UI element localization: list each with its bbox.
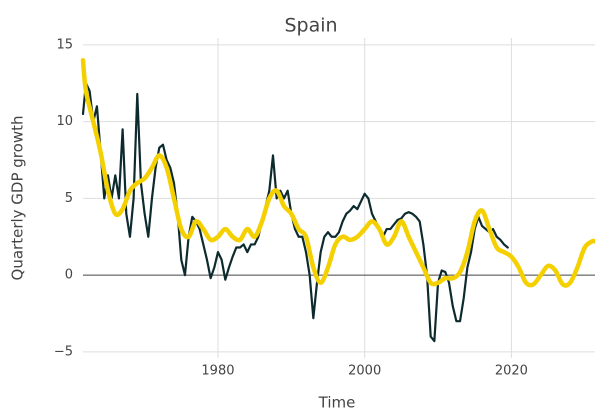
y-tick-label: 10: [56, 114, 73, 129]
x-tick-label: 2020: [495, 364, 528, 379]
chart-title: Spain: [284, 15, 337, 37]
y-axis-label: Quarterly GDP growth: [9, 116, 27, 281]
y-tick-label: 0: [65, 268, 73, 283]
x-tick-label: 1980: [201, 364, 234, 379]
y-tick-label: −5: [54, 344, 73, 359]
x-axis-label: Time: [318, 394, 356, 412]
x-tick-label: 2000: [348, 364, 381, 379]
line-series: [81, 82, 509, 343]
line-series: [80, 58, 595, 288]
y-tick-label: 5: [65, 191, 73, 206]
y-tick-label: 15: [56, 37, 73, 52]
